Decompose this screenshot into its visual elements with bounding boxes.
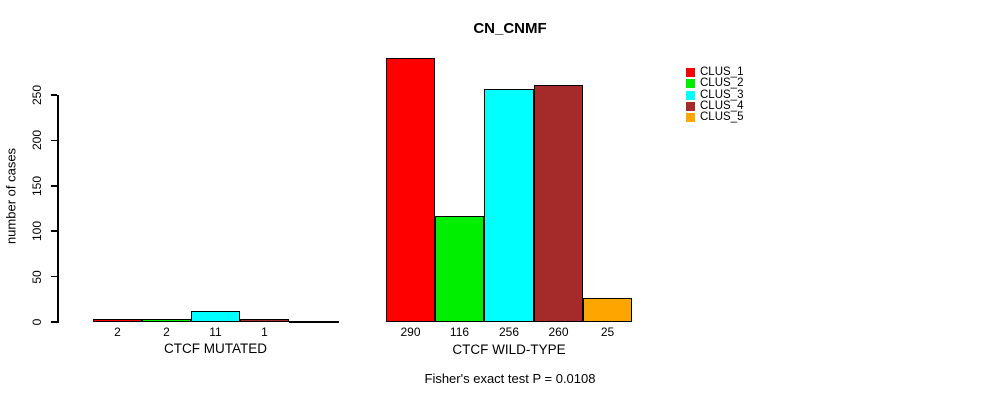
legend-swatch-icon xyxy=(686,67,695,77)
bar-value-label: 290 xyxy=(400,325,421,339)
bar xyxy=(142,319,191,322)
y-axis-title: number of cases xyxy=(3,147,19,245)
bar-value-label: 256 xyxy=(498,325,520,339)
bar xyxy=(435,216,484,322)
legend-label: CLUS_1 xyxy=(700,66,744,78)
group-label-ctcf-wild-type: CTCF WILD-TYPE xyxy=(452,342,566,357)
y-tick-label: 100 xyxy=(30,221,44,242)
legend-item: CLUS_2 xyxy=(686,77,744,89)
bar-value-label: 25 xyxy=(600,325,615,339)
fisher-test-subtitle: Fisher's exact test P = 0.0108 xyxy=(424,371,596,386)
y-tick-label: 150 xyxy=(30,175,44,196)
legend-swatch-icon xyxy=(686,90,695,100)
bar xyxy=(240,319,289,322)
legend-swatch-icon xyxy=(686,112,695,122)
bar xyxy=(386,58,435,322)
legend-item: CLUS_4 xyxy=(686,100,744,112)
bar-value-label: 1 xyxy=(261,325,268,339)
bar-value-label: 116 xyxy=(449,325,470,339)
y-tick-label: 0 xyxy=(30,318,44,326)
bar xyxy=(534,85,583,322)
y-tick xyxy=(51,321,57,323)
bar xyxy=(484,89,534,322)
bar xyxy=(93,319,142,322)
bar-value-label: 11 xyxy=(209,325,222,339)
bar-value-label: 2 xyxy=(114,325,121,339)
legend-label: CLUS_4 xyxy=(700,100,744,112)
group-label-ctcf-mutated: CTCF MUTATED xyxy=(164,341,267,356)
y-tick xyxy=(51,185,57,187)
y-tick xyxy=(51,139,57,142)
legend-label: CLUS_3 xyxy=(700,89,744,101)
chart-title: CN_CNMF xyxy=(473,20,547,37)
legend-label: CLUS_2 xyxy=(700,77,744,89)
bar xyxy=(191,311,240,322)
y-tick-label: 50 xyxy=(30,269,44,284)
bar-value-label: 2 xyxy=(163,325,170,339)
legend-item: CLUS_3 xyxy=(686,89,744,101)
legend-label: CLUS_5 xyxy=(700,111,744,123)
legend-swatch-icon xyxy=(686,101,695,111)
y-axis-line xyxy=(57,94,59,323)
y-tick-label: 200 xyxy=(30,130,44,151)
y-tick-label: 250 xyxy=(30,84,44,106)
legend-item: CLUS_5 xyxy=(686,111,744,123)
bar-value-label: 260 xyxy=(548,325,569,339)
legend-swatch-icon xyxy=(686,78,695,88)
y-tick xyxy=(51,94,57,96)
legend-item: CLUS_1 xyxy=(686,66,744,78)
bar xyxy=(583,298,632,322)
y-tick xyxy=(51,230,57,232)
bar-zero xyxy=(289,321,339,323)
y-tick xyxy=(51,275,57,278)
